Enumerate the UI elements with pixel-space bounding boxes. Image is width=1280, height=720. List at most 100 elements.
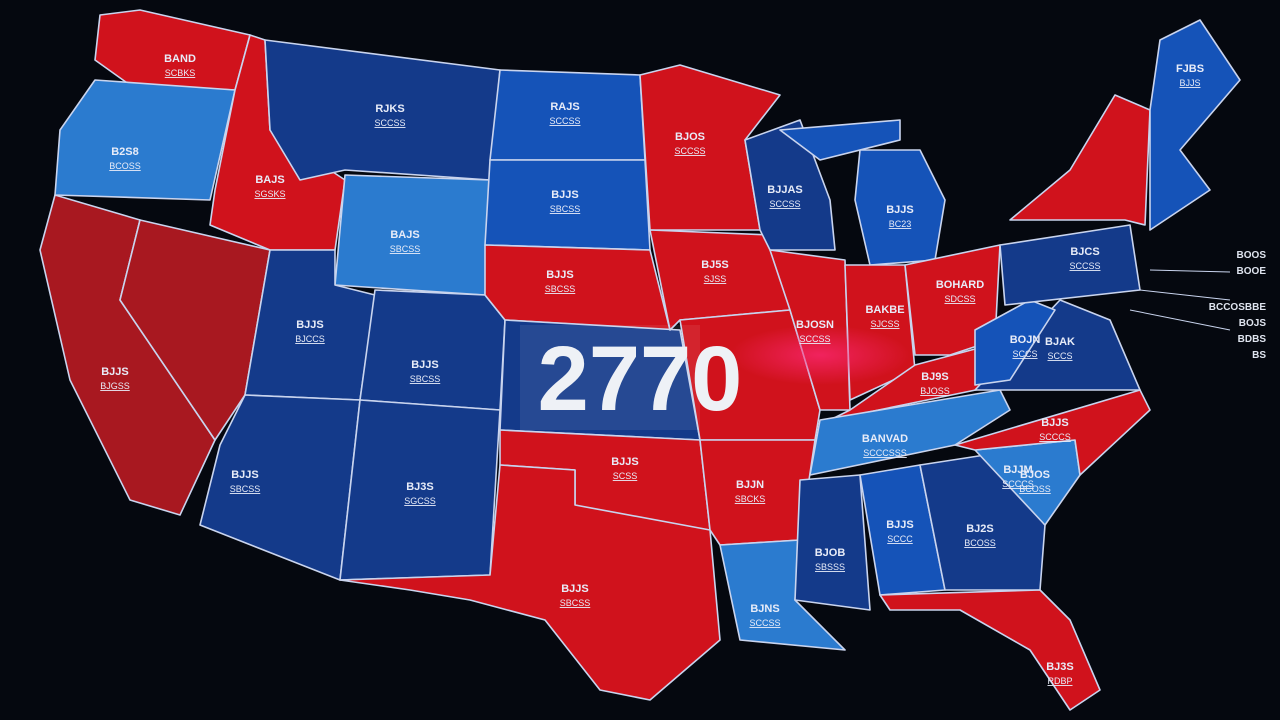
side-label: BOJS (1239, 318, 1267, 329)
headline: 2770 (538, 328, 743, 430)
side-label: BOOE (1237, 266, 1267, 277)
state (974, 299, 1056, 386)
state-label: BJOS (675, 131, 705, 143)
state (489, 69, 646, 161)
state-sublabel: SBSSS (815, 562, 845, 572)
state-label: BJ2S (966, 523, 994, 535)
side-label: BOOS (1237, 250, 1267, 261)
state-sublabel: SCCS (1012, 349, 1037, 359)
side-label: BCCOSBBE (1209, 302, 1267, 313)
state-label: BJNS (750, 603, 779, 615)
state-sublabel: SJSS (704, 274, 727, 284)
state-sublabel: RDBP (1047, 676, 1072, 686)
state-label: BJJS (296, 319, 324, 331)
state-label: BJOB (815, 547, 846, 559)
state-sublabel: SBCSS (230, 484, 261, 494)
state-sublabel: SCCSS (674, 146, 705, 156)
state-sublabel: SCCSS (1069, 261, 1100, 271)
state-label: BJ3S (406, 481, 434, 493)
state-label: BJ3S (1046, 661, 1074, 673)
state-sublabel: SBCSS (560, 598, 591, 608)
glow (730, 325, 910, 385)
state-label: BOHARD (936, 279, 984, 291)
state-sublabel: BJJS (1179, 78, 1200, 88)
state (54, 79, 236, 201)
state-sublabel: SJCSS (870, 319, 899, 329)
state-sublabel: SCCSS (549, 116, 580, 126)
state-sublabel: SBCSS (390, 244, 421, 254)
state-label: BAKBE (865, 304, 904, 316)
state-label: BJJS (1041, 417, 1069, 429)
state-label: BJOSN (796, 319, 834, 331)
state (484, 244, 671, 331)
state-sublabel: SGSKS (254, 189, 285, 199)
state-label: BJJS (101, 366, 129, 378)
state-sublabel: BJOSS (920, 386, 950, 396)
state (744, 119, 836, 251)
state-label: BJ5S (701, 259, 729, 271)
pointer-line (1149, 269, 1231, 273)
state-sublabel: SDCSS (944, 294, 975, 304)
state-sublabel: SBCSS (550, 204, 581, 214)
pointer-lines (1129, 269, 1231, 331)
state-label: BJJM (1003, 464, 1032, 476)
state-sublabel: SCCSS (799, 334, 830, 344)
state-label: B2S8 (111, 146, 139, 158)
state-label: BJJS (611, 456, 639, 468)
state-sublabel: SCSS (613, 471, 638, 481)
state-sublabel: BCOSS (964, 538, 996, 548)
state (779, 119, 901, 161)
side-label: BS (1252, 350, 1266, 361)
states (39, 9, 1241, 711)
state (1149, 19, 1241, 231)
state-label: FJBS (1176, 63, 1204, 75)
state (199, 394, 361, 581)
state-sublabel: SGCSS (404, 496, 436, 506)
state-sublabel: BJGSS (100, 381, 130, 391)
state (794, 474, 871, 611)
state-sublabel: SBCKS (735, 494, 766, 504)
state-label: BJJS (411, 359, 439, 371)
pointer-line (1139, 289, 1231, 301)
state-label: BJJS (886, 204, 914, 216)
state-sublabel: SCCSS (749, 618, 780, 628)
state-sublabel: SCCCS (1039, 432, 1071, 442)
state-sublabel: BCOSS (1019, 484, 1051, 494)
state-label: BJJN (736, 479, 764, 491)
state-sublabel: SCCS (1047, 351, 1072, 361)
state-sublabel: SCCC (887, 534, 913, 544)
state-label: BJOS (1020, 469, 1050, 481)
state-sublabel: SBCSS (410, 374, 441, 384)
state-label: BJJAS (767, 184, 802, 196)
state (904, 244, 1001, 356)
state-label: BJJS (551, 189, 579, 201)
state-sublabel: SCCCS (1002, 479, 1034, 489)
state-label: BJ9S (921, 371, 949, 383)
state (119, 219, 271, 441)
state-sublabel: SCBKS (165, 68, 196, 78)
state-label: BAND (164, 53, 196, 65)
state-sublabel: SCCCSSS (863, 448, 907, 458)
state-label: RAJS (550, 101, 579, 113)
state-sublabel: SBCSS (545, 284, 576, 294)
state (809, 389, 1011, 476)
state-label: BJJS (546, 269, 574, 281)
state-label: BJAK (1045, 336, 1075, 348)
state-sublabel: BCOSS (109, 161, 141, 171)
state-sublabel: SCCSS (374, 118, 405, 128)
state-label: BOJN (1010, 334, 1041, 346)
state-sublabel: BC23 (889, 219, 912, 229)
state-label: BJJS (231, 469, 259, 481)
state-sublabel: SCCSS (769, 199, 800, 209)
state-label: BAJS (390, 229, 419, 241)
side-label: BDBS (1238, 334, 1267, 345)
state (359, 289, 506, 411)
pointer-line (1129, 309, 1231, 331)
state-label: BJJS (561, 583, 589, 595)
headline-panel (520, 325, 700, 430)
state-label: BJCS (1070, 246, 1099, 258)
state (879, 589, 1101, 711)
state-label: BANVAD (862, 433, 908, 445)
labels: BAND SCBKS B2S8 BCOSS BAJS SGSKS RJKS SCCSS RAJS… (100, 53, 1266, 686)
